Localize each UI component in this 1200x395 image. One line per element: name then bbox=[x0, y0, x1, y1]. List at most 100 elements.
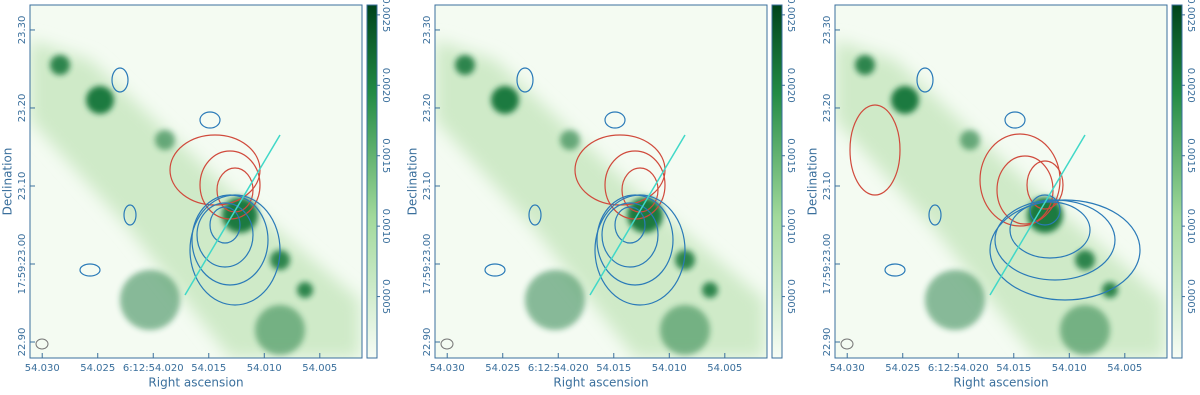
frame bbox=[834, 4, 1168, 359]
contour bbox=[594, 194, 686, 306]
x-tick-label: 6:12:54.020 bbox=[528, 363, 589, 374]
x-tick-label: 54.005 bbox=[707, 363, 742, 374]
colorbar-tick-label: 0.0015 bbox=[1185, 138, 1196, 173]
emission-blob bbox=[455, 55, 475, 75]
x-tick-label: 54.015 bbox=[996, 363, 1031, 374]
image bbox=[435, 5, 767, 358]
slit-line bbox=[589, 134, 686, 296]
contour bbox=[884, 263, 906, 277]
contour bbox=[189, 194, 281, 306]
emission-blob bbox=[1060, 305, 1110, 355]
y-axis-label: Declination bbox=[406, 148, 420, 216]
emission-band bbox=[435, 40, 765, 358]
y-axis-label: Declination bbox=[806, 148, 820, 216]
contour bbox=[111, 67, 129, 93]
panel: 54.030 54.025 6:12:54.020 54.015 54.010 54.00… bbox=[406, 0, 797, 390]
emission-blob bbox=[50, 55, 70, 75]
contour bbox=[484, 263, 506, 277]
x-tick-label: 54.005 bbox=[302, 363, 337, 374]
y-tick-label: 23.20 bbox=[822, 94, 833, 123]
contour bbox=[196, 202, 254, 268]
emission-blob bbox=[675, 250, 695, 270]
colorbar bbox=[1171, 4, 1183, 359]
image bbox=[30, 5, 362, 358]
colorbar-tick-label: 0.0025 bbox=[785, 0, 796, 32]
emission-blob bbox=[222, 197, 258, 233]
emission-blob bbox=[702, 282, 718, 298]
x-axis-label: Right ascension bbox=[148, 376, 243, 390]
y-tick-label: 23.30 bbox=[17, 16, 28, 45]
x-tick-label: 54.025 bbox=[485, 363, 520, 374]
contour bbox=[979, 133, 1061, 227]
x-tick-label: 6:12:54.020 bbox=[928, 363, 989, 374]
emission-blob bbox=[627, 197, 663, 233]
contour bbox=[604, 111, 626, 129]
panel: 54.030 54.025 6:12:54.020 54.015 54.010 54.00… bbox=[1, 0, 392, 390]
y-tick-label: 17:59:23.00 bbox=[422, 234, 433, 295]
y-tick-label: 17:59:23.00 bbox=[17, 234, 28, 295]
emission-blob bbox=[560, 130, 580, 150]
colorbar-tick-label: 0.0020 bbox=[1185, 68, 1196, 103]
colorbar-tick-label: 0.0005 bbox=[785, 279, 796, 314]
contour bbox=[1004, 111, 1026, 129]
colorbar-tick-label: 0.0010 bbox=[1185, 209, 1196, 244]
contour bbox=[1026, 160, 1064, 210]
y-tick-label: 23.30 bbox=[822, 16, 833, 45]
colorbar-tick-label: 0.0015 bbox=[785, 138, 796, 173]
contour bbox=[528, 204, 542, 226]
contour bbox=[199, 111, 221, 129]
image bbox=[835, 5, 1167, 358]
beam bbox=[440, 338, 454, 350]
colorbar bbox=[771, 4, 783, 359]
y-axis-label: Declination bbox=[1, 148, 15, 216]
slit-line bbox=[184, 134, 281, 296]
colorbar-tick-label: 0.0020 bbox=[785, 68, 796, 103]
contour bbox=[601, 202, 659, 268]
emission-blob bbox=[525, 270, 585, 330]
contour bbox=[516, 67, 534, 93]
beam bbox=[840, 338, 854, 350]
emission-band bbox=[30, 40, 360, 358]
x-tick-label: 6:12:54.020 bbox=[123, 363, 184, 374]
colorbar-tick-label: 0.0020 bbox=[380, 68, 391, 103]
x-tick-label: 54.010 bbox=[247, 363, 282, 374]
contour bbox=[1009, 201, 1091, 259]
contour bbox=[123, 204, 137, 226]
emission-band bbox=[835, 40, 1165, 358]
emission-blob bbox=[925, 270, 985, 330]
colorbar-tick-label: 0.0005 bbox=[380, 279, 391, 314]
contour bbox=[614, 206, 646, 244]
beam bbox=[35, 338, 49, 350]
y-tick-label: 23.10 bbox=[17, 172, 28, 201]
emission-blob bbox=[120, 270, 180, 330]
emission-blob bbox=[660, 305, 710, 355]
emission-blob bbox=[255, 305, 305, 355]
y-tick-label: 23.20 bbox=[17, 94, 28, 123]
emission-blob bbox=[86, 86, 114, 114]
emission-blob bbox=[855, 55, 875, 75]
emission-blob bbox=[297, 282, 313, 298]
x-tick-label: 54.005 bbox=[1107, 363, 1142, 374]
x-tick-label: 54.025 bbox=[885, 363, 920, 374]
x-tick-label: 54.015 bbox=[596, 363, 631, 374]
contour bbox=[916, 67, 934, 93]
colorbar-tick-label: 0.0025 bbox=[380, 0, 391, 32]
emission-blob bbox=[155, 130, 175, 150]
x-tick-label: 54.030 bbox=[430, 363, 465, 374]
x-tick-label: 54.030 bbox=[25, 363, 60, 374]
colorbar-tick-label: 0.0025 bbox=[1185, 0, 1196, 32]
contour bbox=[928, 204, 942, 226]
emission-blob bbox=[270, 250, 290, 270]
contour bbox=[1029, 194, 1061, 226]
colorbar bbox=[366, 4, 378, 359]
panel: 54.030 54.025 6:12:54.020 54.015 54.010 54.00… bbox=[806, 0, 1197, 390]
contour bbox=[849, 104, 901, 196]
contour bbox=[79, 263, 101, 277]
contour bbox=[209, 206, 241, 244]
emission-blob bbox=[1075, 250, 1095, 270]
contour bbox=[989, 199, 1141, 301]
y-tick-label: 17:59:23.00 bbox=[822, 234, 833, 295]
x-tick-label: 54.025 bbox=[80, 363, 115, 374]
y-tick-label: 22.90 bbox=[822, 328, 833, 357]
